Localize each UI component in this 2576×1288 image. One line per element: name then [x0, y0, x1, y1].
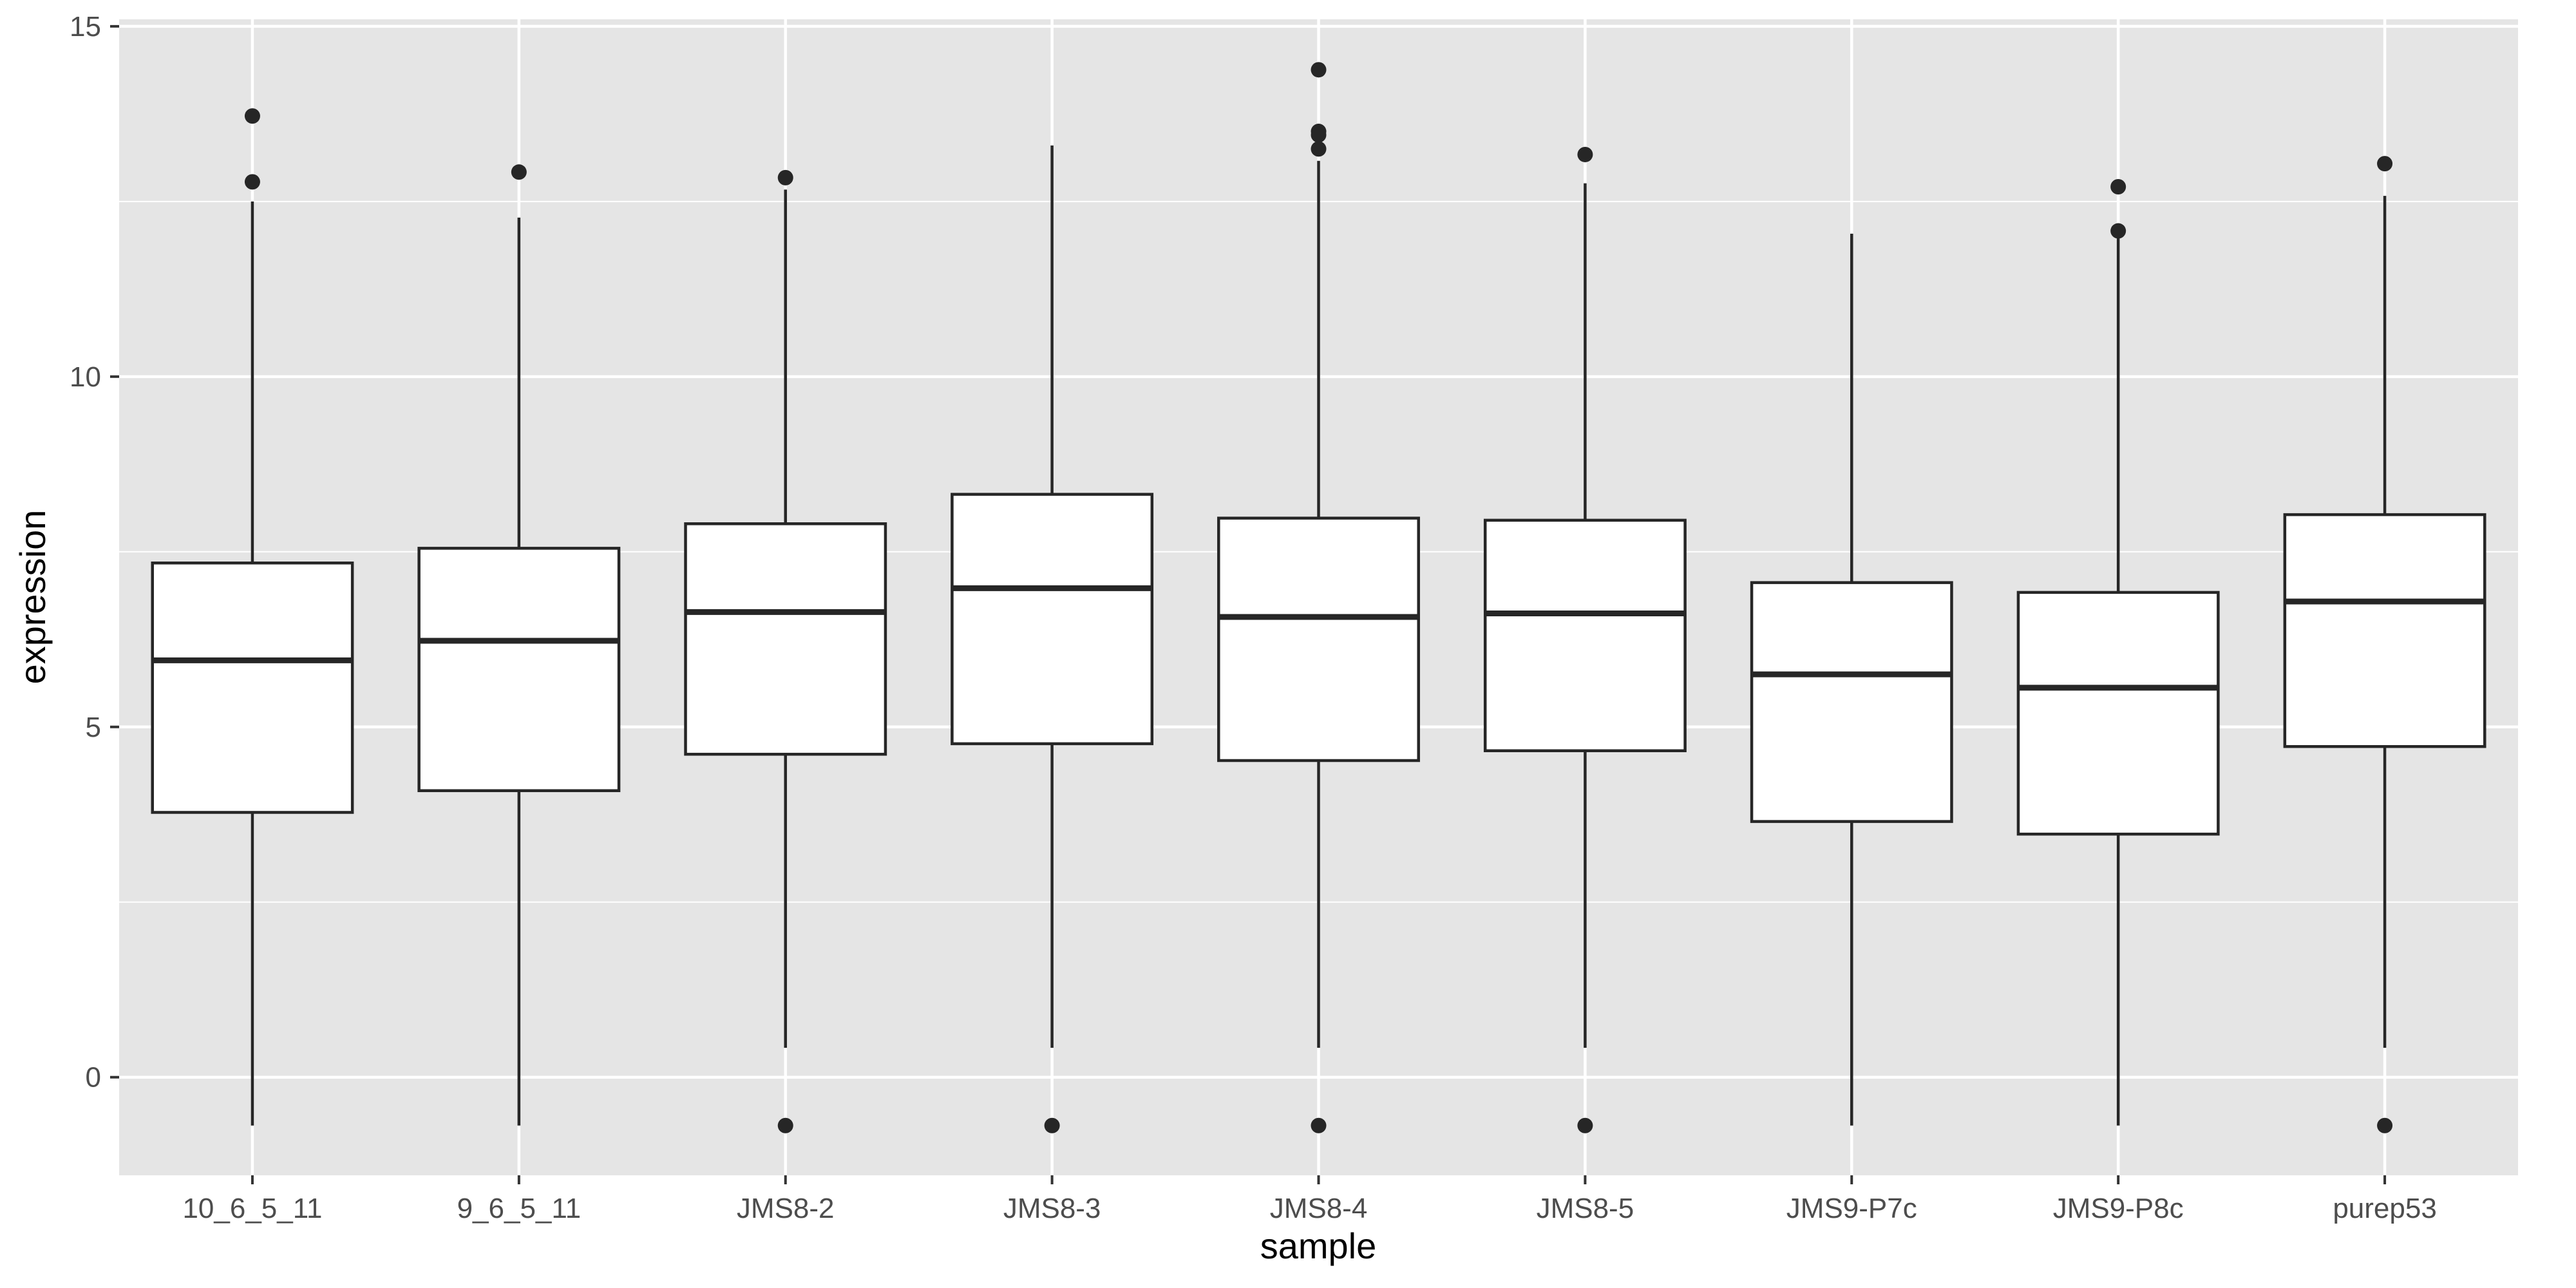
box-iqr	[1750, 581, 1953, 823]
x-tick-label: JMS9-P7c	[1786, 1193, 1917, 1224]
x-tick-label: 9_6_5_11	[457, 1193, 582, 1224]
outlier-point	[2110, 223, 2126, 239]
box-series	[151, 62, 2486, 1133]
x-tick-label: 10_6_5_11	[182, 1193, 322, 1224]
y-tick-label: 15	[70, 11, 101, 43]
box-iqr	[684, 522, 887, 756]
outlier-point	[1311, 62, 1327, 78]
y-tick-label: 0	[86, 1062, 101, 1094]
y-tick-label: 10	[70, 361, 101, 393]
outlier-point	[511, 164, 527, 180]
box-group	[1217, 62, 1420, 1133]
x-tick-label: JMS8-4	[1270, 1193, 1368, 1224]
box-group	[417, 164, 621, 1126]
x-tick-label: JMS8-3	[1003, 1193, 1101, 1224]
outlier-point	[1044, 1117, 1060, 1133]
outlier-point	[777, 169, 793, 185]
box-group	[2016, 179, 2220, 1126]
x-tick-label: JMS8-2	[737, 1193, 835, 1224]
box-group	[1483, 146, 1687, 1133]
outlier-point	[1311, 127, 1327, 143]
outlier-point	[1311, 1117, 1327, 1133]
box-group	[1750, 233, 1953, 1126]
y-axis-title: expression	[12, 510, 53, 685]
x-tick-label: JMS8-5	[1537, 1193, 1634, 1224]
outlier-point	[2377, 1117, 2393, 1133]
x-tick-label: JMS9-P8c	[2053, 1193, 2184, 1224]
outlier-point	[244, 108, 260, 124]
outlier-point	[2377, 156, 2393, 172]
axes: 0 5 10 15 10_6_5_11 9_6_5_11 JMS8-2 JMS8-3 JMS8-…	[70, 11, 2437, 1224]
box-group	[2283, 156, 2486, 1133]
box-iqr	[151, 561, 354, 814]
x-axis-title: sample	[1260, 1226, 1377, 1266]
box-group	[684, 169, 887, 1133]
box-iqr	[417, 547, 621, 793]
outlier-point	[777, 1117, 793, 1133]
box-iqr	[2283, 513, 2486, 748]
box-iqr	[1483, 518, 1687, 752]
box-group	[151, 108, 354, 1126]
x-tick-label: purep53	[2333, 1193, 2436, 1224]
outlier-point	[244, 174, 260, 190]
box-iqr	[2016, 591, 2220, 836]
y-tick-label: 5	[86, 712, 101, 743]
outlier-point	[1577, 146, 1593, 162]
outlier-point	[2110, 179, 2126, 195]
outlier-point	[1577, 1117, 1593, 1133]
box-iqr	[951, 493, 1154, 746]
box-group	[951, 145, 1154, 1133]
outlier-point	[1311, 141, 1327, 157]
box-iqr	[1217, 516, 1420, 762]
